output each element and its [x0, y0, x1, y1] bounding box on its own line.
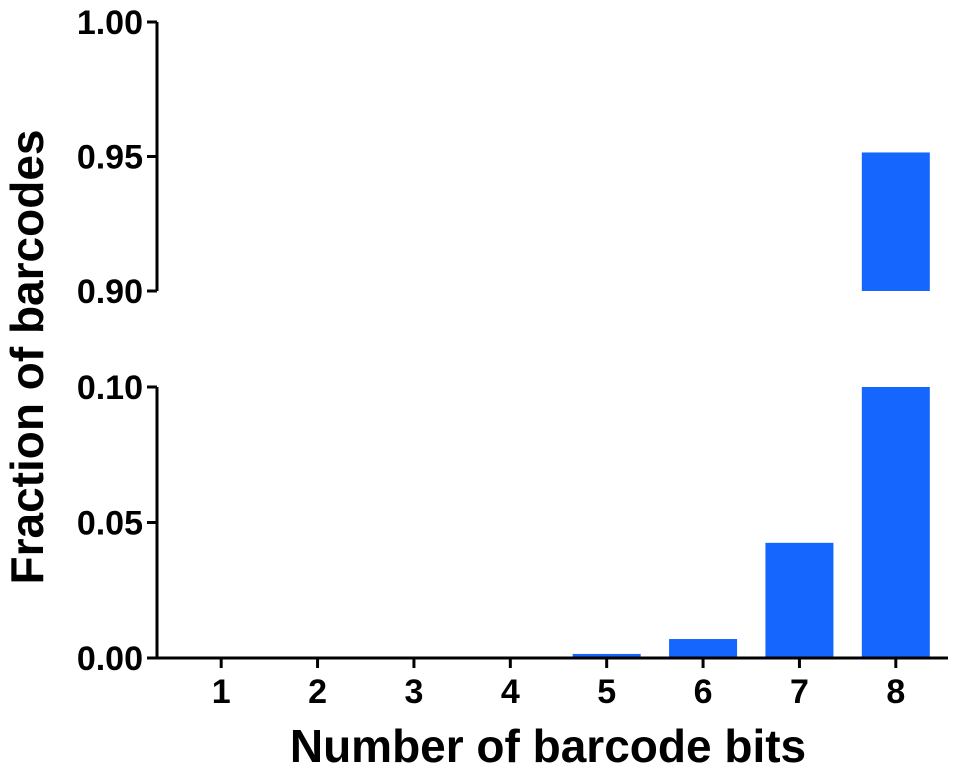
- bar-7: [765, 542, 834, 658]
- y-tick-label: 0.90: [77, 273, 143, 311]
- bar-5: [572, 653, 641, 658]
- y-axis-ticks: 0.00 0.05 0.10 0.90 0.95 1.00: [77, 4, 157, 678]
- x-tick-label: 5: [597, 673, 616, 711]
- y-tick-label: 0.05: [77, 505, 143, 543]
- x-axis-title: Number of barcode bits: [290, 720, 806, 769]
- x-tick-label: 1: [212, 673, 231, 711]
- axes: 0.00 0.05 0.10 0.90 0.95 1.00 1 2 3 4 5 6 7 8: [77, 4, 948, 711]
- x-tick-label: 8: [886, 673, 905, 711]
- x-tick-label: 6: [694, 673, 713, 711]
- y-tick-label: 0.95: [77, 139, 143, 177]
- y-tick-label: 1.00: [77, 4, 143, 42]
- bar-8-upper: [861, 152, 930, 291]
- bars: [572, 152, 930, 658]
- x-tick-label: 2: [308, 673, 327, 711]
- bar-8-lower: [861, 387, 930, 658]
- y-tick-label: 0.10: [77, 369, 143, 407]
- x-tick-label: 4: [501, 673, 520, 711]
- x-axis-ticks: 1 2 3 4 5 6 7 8: [212, 658, 905, 711]
- y-tick-label: 0.00: [77, 640, 143, 678]
- bar-6: [669, 639, 738, 658]
- x-tick-label: 3: [404, 673, 423, 711]
- y-axis-title: Fraction of barcodes: [1, 130, 53, 585]
- x-tick-label: 7: [790, 673, 809, 711]
